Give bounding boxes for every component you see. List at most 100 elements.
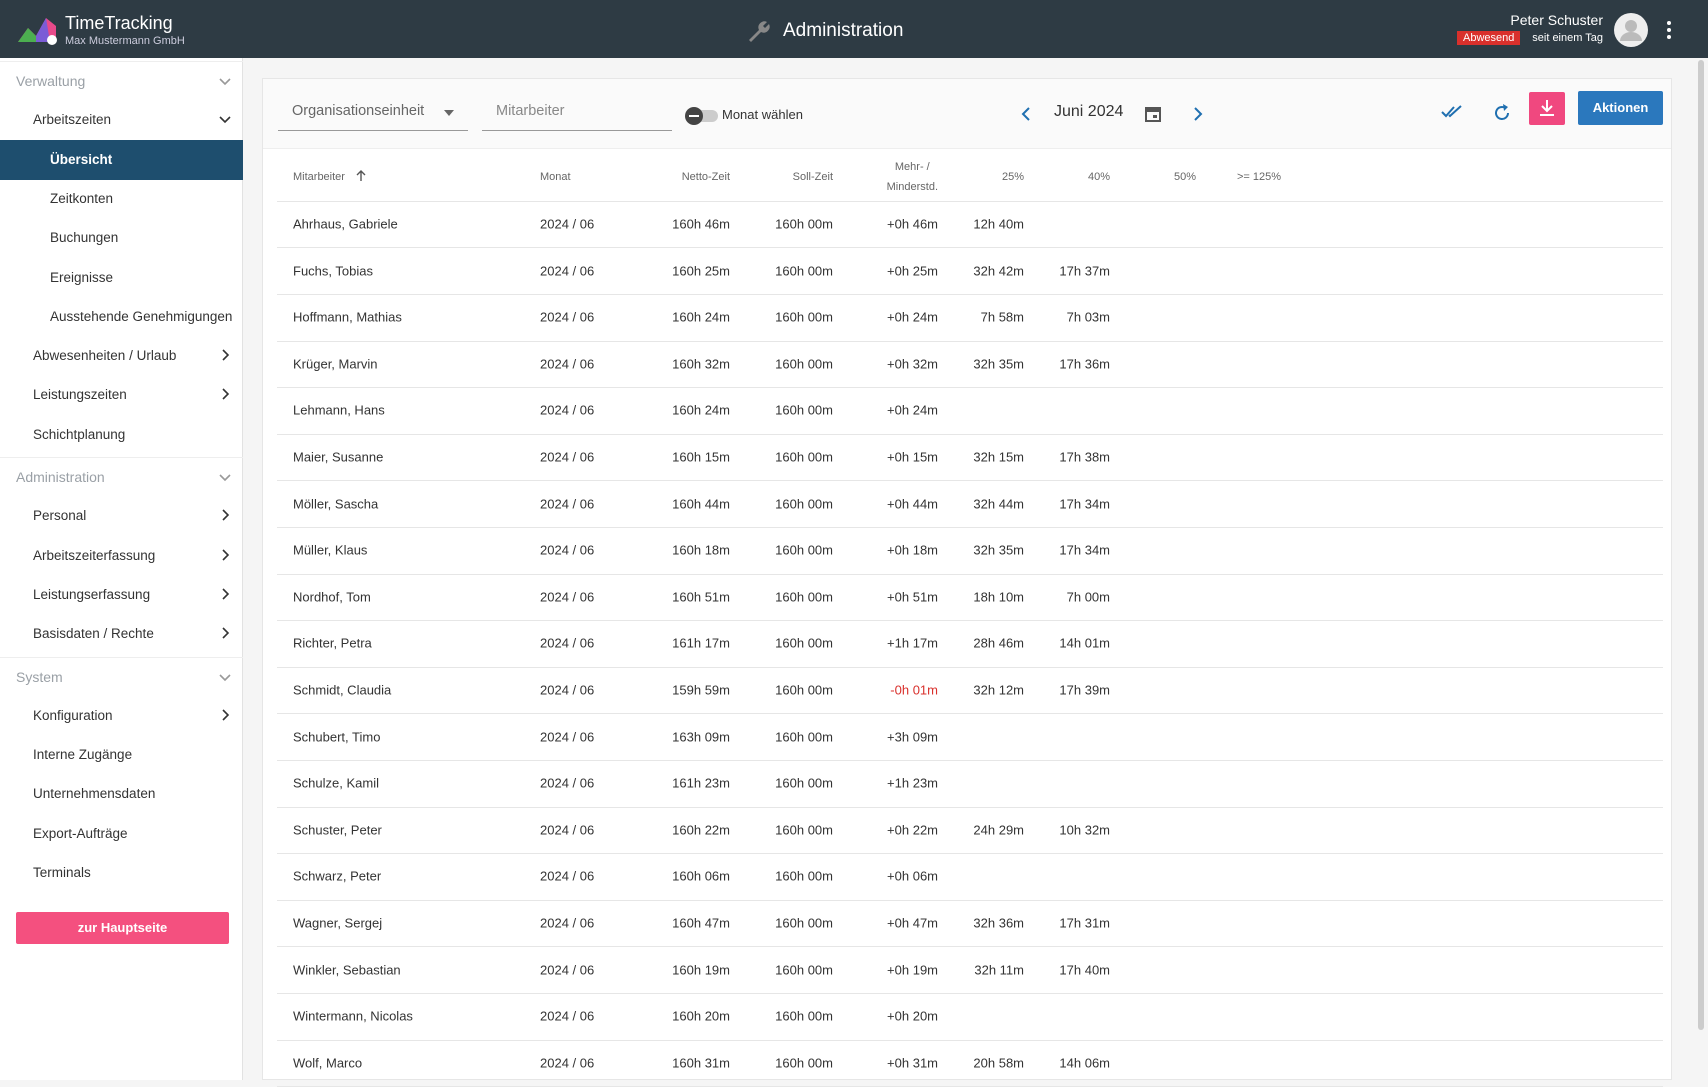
- user-name: Peter Schuster: [1510, 12, 1603, 28]
- nav-item[interactable]: Buchungen: [0, 218, 243, 257]
- table-cell: +0h 20m: [887, 1008, 938, 1024]
- table-cell: +0h 15m: [887, 449, 938, 465]
- nav-item[interactable]: Zeitkonten: [0, 179, 243, 218]
- content-panel: Organisationseinheit Mitarbeiter Monat w…: [262, 78, 1672, 1087]
- column-header[interactable]: Soll-Zeit: [792, 171, 833, 183]
- nav-item[interactable]: Basisdaten / Rechte: [0, 614, 243, 653]
- table-cell: 160h 00m: [775, 915, 833, 931]
- chevron: [222, 627, 230, 639]
- home-button[interactable]: zur Hauptseite: [16, 912, 229, 945]
- table-cell: 32h 12m: [973, 682, 1024, 698]
- nav-label: Terminals: [33, 865, 91, 880]
- nav-item[interactable]: Leistungserfassung: [0, 575, 243, 614]
- column-header[interactable]: Mitarbeiter: [293, 171, 345, 183]
- column-header[interactable]: 40%: [1087, 171, 1110, 183]
- table-cell: Schuster, Peter: [293, 822, 382, 838]
- org-select[interactable]: Organisationseinheit: [278, 93, 468, 131]
- chevron: [222, 709, 230, 721]
- table-cell: 2024 / 06: [540, 635, 595, 651]
- column-header[interactable]: Mehr- / Minderstd.: [886, 161, 938, 193]
- nav-label: Export-Aufträge: [33, 825, 128, 841]
- nav-item[interactable]: Leistungszeiten: [0, 375, 243, 414]
- approve-all[interactable]: [1441, 104, 1463, 120]
- sidebar: Verwaltung Arbeitszeiten Übersicht Zeitkont…: [0, 58, 243, 1080]
- nav-item[interactable]: Konfiguration: [0, 696, 243, 735]
- table-cell: 2024 / 06: [540, 915, 595, 931]
- refresh[interactable]: [1492, 103, 1512, 123]
- table-cell: 160h 00m: [775, 822, 833, 838]
- table-cell: 160h 00m: [775, 589, 833, 605]
- chevron: [219, 474, 231, 482]
- table-cell: 2024 / 06: [540, 542, 595, 558]
- nav-label: Arbeitszeiterfassung: [33, 547, 156, 563]
- column-header[interactable]: 50%: [1173, 171, 1196, 183]
- nav-item[interactable]: Übersicht: [0, 139, 243, 180]
- nav-item[interactable]: Schichtplanung: [0, 415, 243, 454]
- more-menu[interactable]: [1665, 20, 1673, 40]
- column-header[interactable]: Monat: [540, 171, 571, 183]
- header-divider: [277, 201, 1663, 202]
- table-cell: 17h 34m: [1059, 542, 1110, 558]
- table-cell: 160h 00m: [775, 962, 833, 978]
- row-divider: [277, 759, 1663, 761]
- table-cell: 2024 / 06: [540, 729, 595, 745]
- row-divider: [277, 620, 1663, 622]
- chevron: [219, 673, 231, 681]
- table-cell: +0h 51m: [887, 589, 938, 605]
- nav-item[interactable]: Ereignisse: [0, 258, 243, 297]
- nav-label: Abwesenheiten / Urlaub: [33, 348, 177, 364]
- table-cell: 160h 00m: [775, 496, 833, 512]
- nav-item[interactable]: Terminals: [0, 853, 243, 892]
- nav-item[interactable]: Personal: [0, 496, 243, 535]
- table-cell: 160h 51m: [672, 589, 730, 605]
- toolbar: [263, 79, 1671, 149]
- table-cell: 160h 46m: [672, 216, 730, 232]
- avatar[interactable]: [1613, 12, 1649, 48]
- nav-label: Übersicht: [50, 152, 113, 168]
- table-cell: +0h 31m: [887, 1055, 938, 1071]
- table-cell: 160h 00m: [775, 263, 833, 279]
- table-cell: Schmidt, Claudia: [293, 682, 392, 698]
- table-cell: 14h 06m: [1059, 1055, 1110, 1071]
- table-cell: 2024 / 06: [540, 449, 595, 465]
- table-cell: +0h 32m: [887, 356, 938, 372]
- next-month[interactable]: [1193, 107, 1203, 121]
- chevron: [222, 509, 230, 521]
- nav-item[interactable]: Interne Zugänge: [0, 735, 243, 774]
- actions-button[interactable]: Aktionen: [1578, 91, 1663, 125]
- nav-label: Interne Zugänge: [33, 747, 133, 763]
- nav-item[interactable]: Arbeitszeiten: [0, 100, 243, 139]
- table-cell: 160h 24m: [672, 402, 730, 418]
- table-cell: 28h 46m: [973, 635, 1024, 651]
- table-cell: +0h 06m: [887, 868, 938, 884]
- table-cell: 2024 / 06: [540, 822, 595, 838]
- table-cell: +1h 17m: [887, 635, 938, 651]
- column-header[interactable]: >= 125%: [1237, 171, 1282, 183]
- column-header[interactable]: Netto-Zeit: [681, 171, 730, 183]
- nav-item[interactable]: Unternehmensdaten: [0, 774, 243, 813]
- employee-input[interactable]: Mitarbeiter: [482, 93, 672, 131]
- row-divider: [277, 992, 1663, 994]
- nav-item[interactable]: Arbeitszeiterfassung: [0, 536, 243, 575]
- table-cell: 160h 15m: [672, 449, 730, 465]
- table-cell: 2024 / 06: [540, 356, 595, 372]
- nav-item[interactable]: Ausstehende Genehmigungen: [0, 297, 243, 336]
- table-cell: Wintermann, Nicolas: [293, 1008, 413, 1024]
- toggle[interactable]: [684, 105, 720, 125]
- table-cell: +0h 24m: [887, 309, 938, 325]
- download[interactable]: [1529, 92, 1565, 125]
- column-header[interactable]: 25%: [1001, 171, 1024, 183]
- table: Mitarbeiter Monat Netto-Zeit Soll-Zeit Mehr-…: [263, 79, 1671, 1087]
- table-cell: Schwarz, Peter: [293, 868, 382, 884]
- table-cell: 160h 00m: [775, 1055, 833, 1071]
- table-cell: 160h 20m: [672, 1008, 730, 1024]
- calendar-icon[interactable]: [1144, 105, 1162, 123]
- table-cell: 10h 32m: [1059, 822, 1110, 838]
- nav-item[interactable]: Export-Aufträge: [0, 814, 243, 853]
- nav-label: Leistungserfassung: [33, 586, 151, 602]
- table-cell: 160h 00m: [775, 729, 833, 745]
- nav-item[interactable]: Abwesenheiten / Urlaub: [0, 336, 243, 375]
- prev-month[interactable]: [1021, 107, 1031, 121]
- table-cell: +0h 46m: [887, 216, 938, 232]
